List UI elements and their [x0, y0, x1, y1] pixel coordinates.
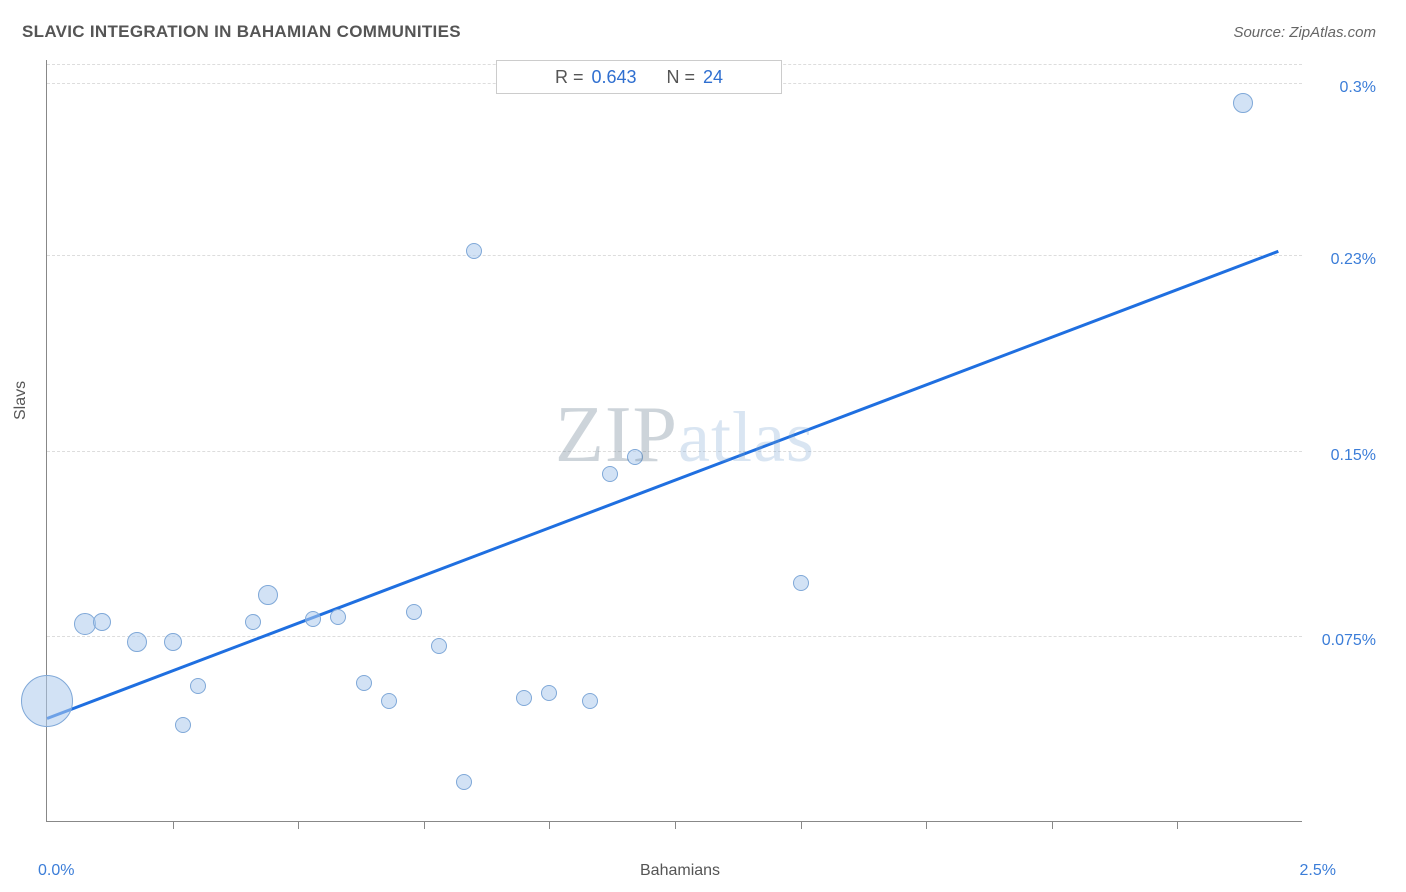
- plot-area: [46, 60, 1302, 822]
- x-tick-min: 0.0%: [38, 862, 74, 880]
- stat-r-value: 0.643: [591, 67, 636, 88]
- gridline: [47, 451, 1302, 452]
- x-tick: [549, 821, 550, 829]
- stat-r-label: R =: [555, 67, 584, 88]
- y-tick-label: 0.075%: [1322, 632, 1376, 650]
- scatter-point: [516, 690, 532, 706]
- chart-title: SLAVIC INTEGRATION IN BAHAMIAN COMMUNITI…: [22, 22, 461, 42]
- scatter-point: [74, 613, 96, 635]
- x-tick: [926, 821, 927, 829]
- scatter-point: [627, 449, 643, 465]
- scatter-point: [175, 717, 191, 733]
- scatter-point: [190, 678, 206, 694]
- scatter-point: [1233, 93, 1253, 113]
- gridline: [47, 636, 1302, 637]
- stat-n-value: 24: [703, 67, 723, 88]
- scatter-point: [793, 575, 809, 591]
- gridline: [47, 255, 1302, 256]
- scatter-point: [356, 675, 372, 691]
- x-axis-label: Bahamians: [640, 862, 720, 880]
- scatter-point: [406, 604, 422, 620]
- x-tick: [1177, 821, 1178, 829]
- x-tick: [675, 821, 676, 829]
- scatter-point: [541, 685, 557, 701]
- scatter-point: [381, 693, 397, 709]
- scatter-point: [330, 609, 346, 625]
- y-axis-label: Slavs: [12, 381, 30, 420]
- scatter-point: [582, 693, 598, 709]
- scatter-point: [21, 675, 73, 727]
- scatter-point: [431, 638, 447, 654]
- y-tick-label: 0.3%: [1340, 79, 1376, 97]
- trendline: [46, 250, 1278, 720]
- x-tick: [424, 821, 425, 829]
- y-tick-label: 0.23%: [1331, 251, 1376, 269]
- y-tick-label: 0.15%: [1331, 447, 1376, 465]
- x-tick-max: 2.5%: [1300, 862, 1336, 880]
- scatter-point: [127, 632, 147, 652]
- scatter-point: [164, 633, 182, 651]
- scatter-point: [456, 774, 472, 790]
- scatter-point: [93, 613, 111, 631]
- scatter-point: [245, 614, 261, 630]
- x-tick: [173, 821, 174, 829]
- scatter-point: [305, 611, 321, 627]
- x-tick: [801, 821, 802, 829]
- scatter-point: [602, 466, 618, 482]
- x-tick: [298, 821, 299, 829]
- scatter-point: [258, 585, 278, 605]
- stats-box: R = 0.643 N = 24: [496, 60, 782, 94]
- stat-n-label: N =: [667, 67, 696, 88]
- x-tick: [1052, 821, 1053, 829]
- scatter-point: [466, 243, 482, 259]
- source-attribution: Source: ZipAtlas.com: [1233, 24, 1376, 41]
